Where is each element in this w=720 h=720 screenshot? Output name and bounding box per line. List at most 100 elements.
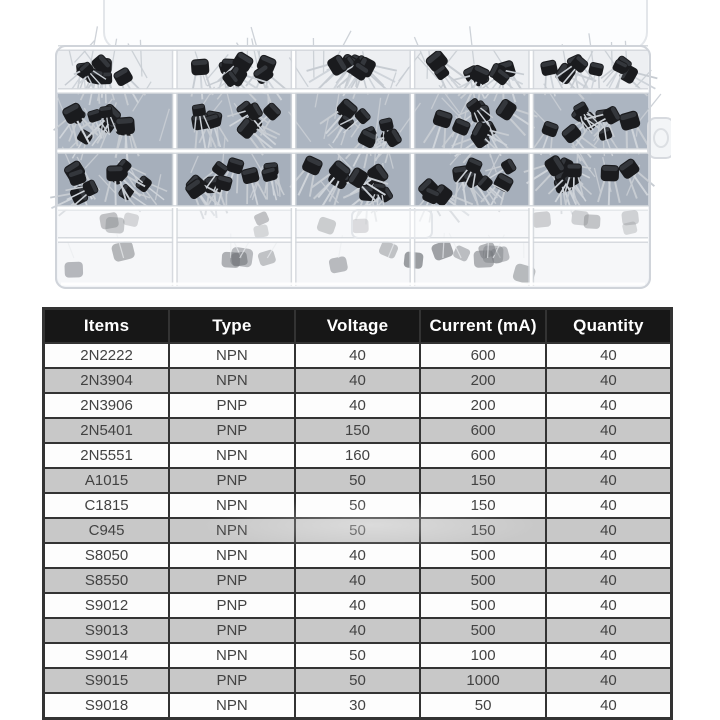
table-cell: 40 [293,567,422,594]
table-cell: 50 [293,667,422,694]
column-header: Items [42,307,171,344]
table-cell: 40 [293,367,422,394]
table-row: S9018 NPN 30 50 40 [42,692,673,720]
table-cell: 40 [544,592,673,619]
table-body: 2N2222 NPN 40 600 40 2N3904 NPN 40 200 40 2N3906 PN… [42,342,673,720]
product-photo [49,0,671,296]
table-cell: 2N2222 [42,342,171,369]
table-cell: NPN [168,367,296,394]
table-cell: S9013 [42,617,171,644]
table-cell: 40 [544,342,673,369]
table-cell: 40 [293,342,422,369]
table-cell: 500 [419,567,547,594]
table-cell: 40 [544,667,673,694]
table-cell: NPN [168,342,296,369]
table-cell: 40 [293,617,422,644]
transistor-spec-table: Items Type Voltage Current (mA) Quantity 2N2… [42,307,673,720]
table-cell: S8550 [42,567,171,594]
table-row: 2N5551 NPN 160 600 40 [42,442,673,469]
table-cell: S9018 [42,692,171,720]
table-cell: PNP [168,467,296,494]
table-cell: NPN [168,442,296,469]
table-cell: 40 [544,642,673,669]
table-row: S8550 PNP 40 500 40 [42,567,673,594]
table-row: A1015 PNP 50 150 40 [42,467,673,494]
table-cell: 600 [419,342,547,369]
table-row: C945 NPN 50 150 40 [42,517,673,544]
table-cell: 40 [544,692,673,720]
table-cell: 2N3904 [42,367,171,394]
table-cell: 100 [419,642,547,669]
table-cell: 40 [544,367,673,394]
table-cell: 150 [419,492,547,519]
table-cell: NPN [168,492,296,519]
table-cell: NPN [168,542,296,569]
table-cell: NPN [168,692,296,720]
table-cell: 50 [293,492,422,519]
table-cell: NPN [168,642,296,669]
table-row: 2N5401 PNP 150 600 40 [42,417,673,444]
table-cell: PNP [168,667,296,694]
table-cell: 30 [293,692,422,720]
table-cell: 600 [419,417,547,444]
table-cell: 2N3906 [42,392,171,419]
table-cell: C1815 [42,492,171,519]
table-cell: PNP [168,392,296,419]
table-row: S9014 NPN 50 100 40 [42,642,673,669]
table-cell: 150 [293,417,422,444]
table-header-row: Items Type Voltage Current (mA) Quantity [42,307,673,344]
transistor-box-photo [49,0,671,289]
table-cell: 40 [544,517,673,544]
table-cell: 500 [419,542,547,569]
table-row: C1815 NPN 50 150 40 [42,492,673,519]
table-cell: NPN [168,517,296,544]
table-cell: 50 [293,467,422,494]
table-cell: PNP [168,417,296,444]
table-cell: 500 [419,617,547,644]
table-cell: 40 [544,467,673,494]
table-cell: 600 [419,442,547,469]
table-cell: 2N5401 [42,417,171,444]
table-cell: S8050 [42,542,171,569]
table-row: S9013 PNP 40 500 40 [42,617,673,644]
table-cell: S9012 [42,592,171,619]
table-cell: 150 [419,517,547,544]
table-row: S8050 NPN 40 500 40 [42,542,673,569]
table-cell: 40 [544,417,673,444]
table-cell: 50 [293,517,422,544]
table-cell: 40 [544,617,673,644]
table-cell: 50 [419,692,547,720]
table-cell: 200 [419,367,547,394]
table-cell: 40 [544,567,673,594]
table-cell: 40 [544,442,673,469]
table-cell: PNP [168,592,296,619]
table-row: S9015 PNP 50 1000 40 [42,667,673,694]
table-cell: S9014 [42,642,171,669]
table-cell: 40 [293,542,422,569]
table-cell: 2N5551 [42,442,171,469]
table-cell: 150 [419,467,547,494]
table-cell: 40 [544,392,673,419]
table-cell: 1000 [419,667,547,694]
table-cell: C945 [42,517,171,544]
table-cell: S9015 [42,667,171,694]
table-cell: 160 [293,442,422,469]
table-row: 2N2222 NPN 40 600 40 [42,342,673,369]
column-header: Type [168,307,296,344]
table-cell: 200 [419,392,547,419]
column-header: Current (mA) [419,307,547,344]
table-cell: 40 [293,592,422,619]
table-cell: 40 [544,542,673,569]
table-row: 2N3906 PNP 40 200 40 [42,392,673,419]
column-header: Voltage [293,307,422,344]
table-cell: PNP [168,567,296,594]
table-row: 2N3904 NPN 40 200 40 [42,367,673,394]
table-cell: 500 [419,592,547,619]
table-cell: PNP [168,617,296,644]
table-cell: A1015 [42,467,171,494]
table-cell: 40 [544,492,673,519]
table-cell: 50 [293,642,422,669]
table-row: S9012 PNP 40 500 40 [42,592,673,619]
column-header: Quantity [544,307,673,344]
